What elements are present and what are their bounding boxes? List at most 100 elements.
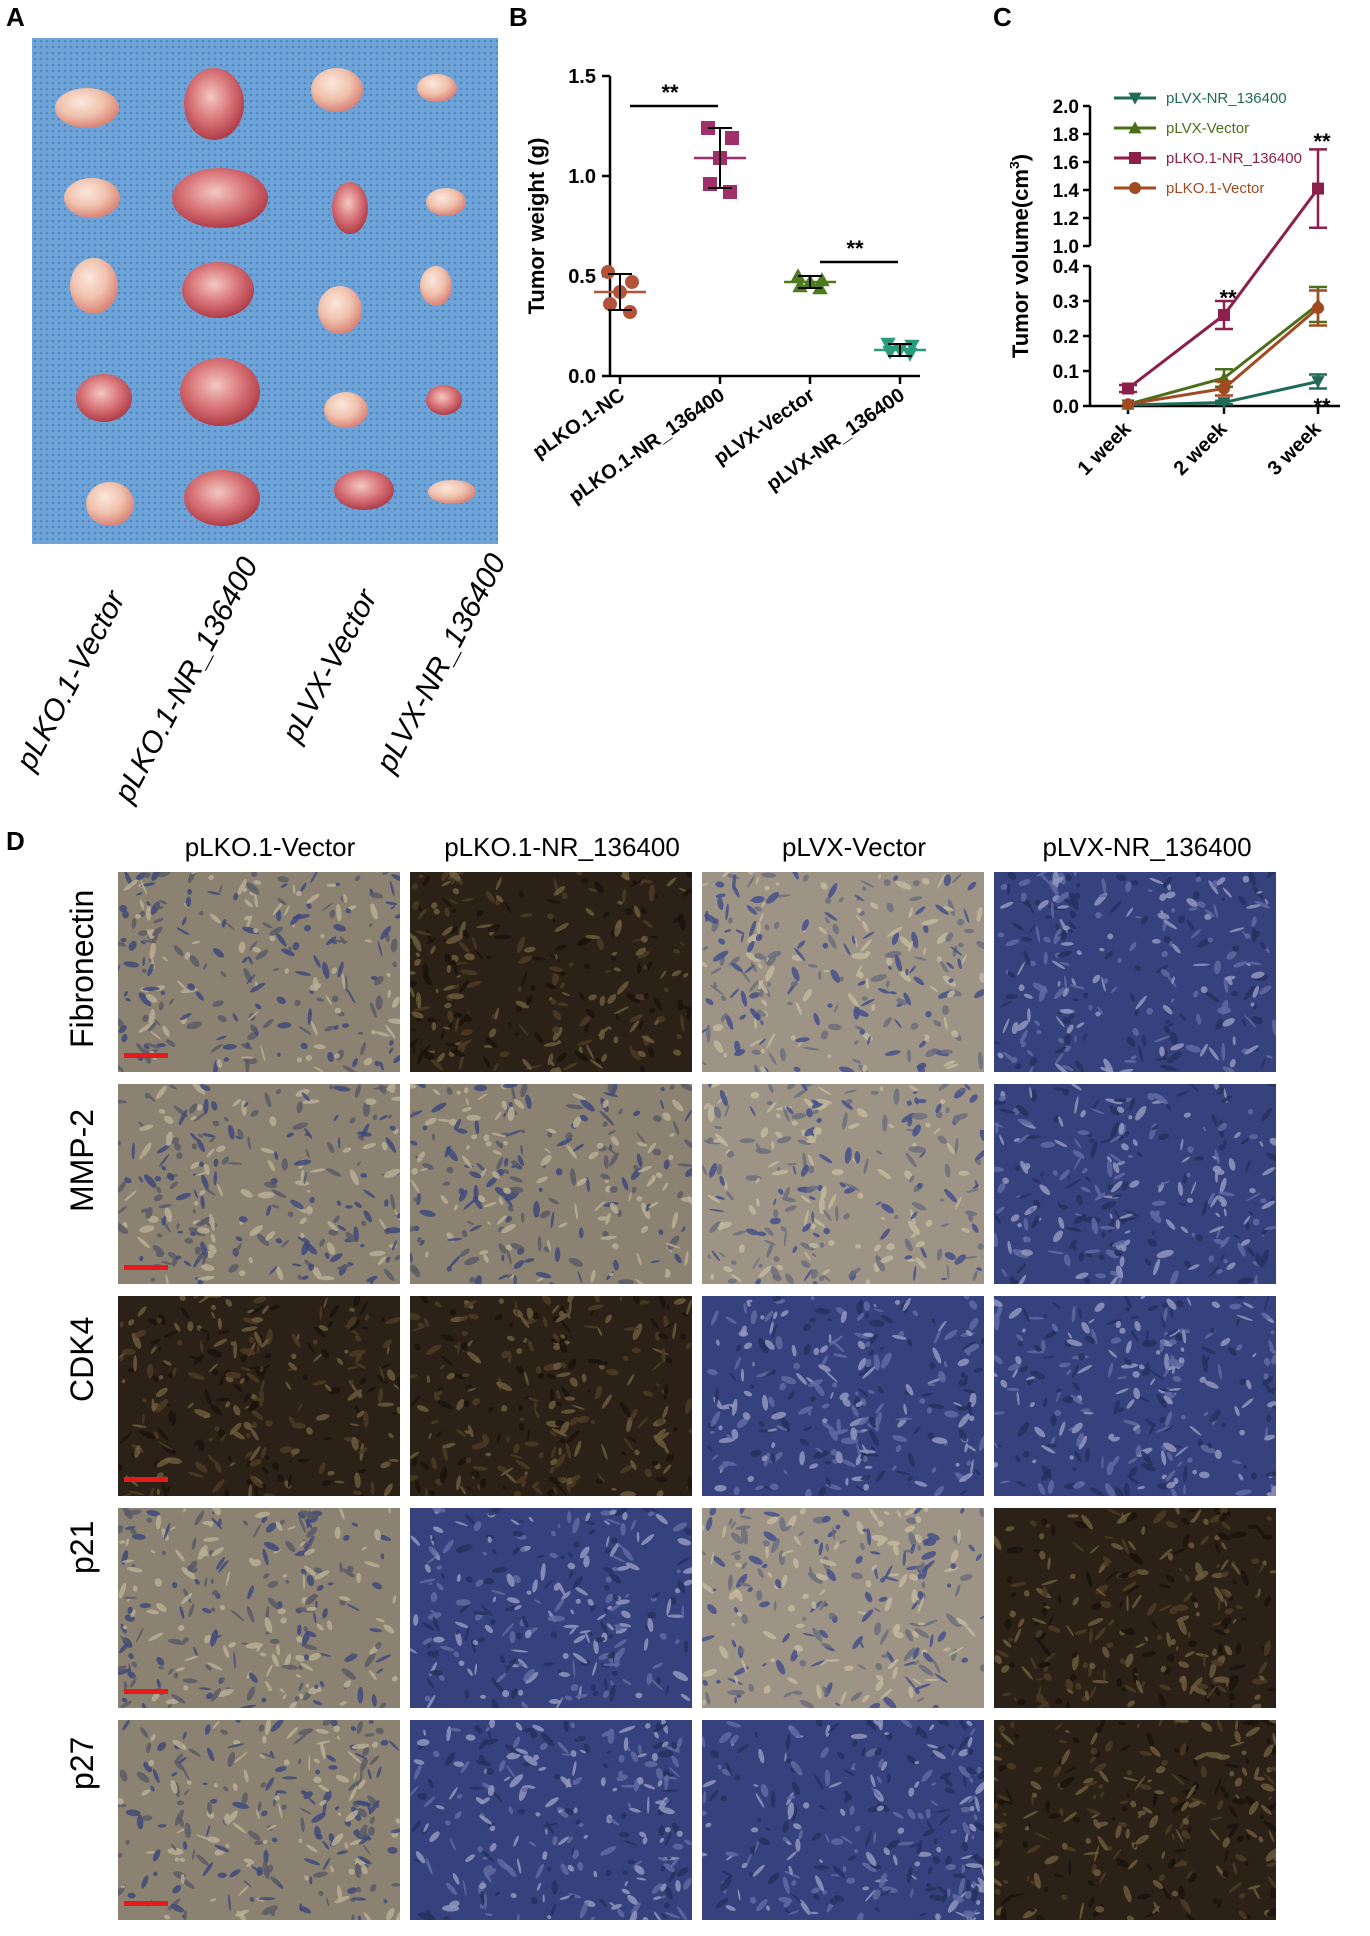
tumor-volume-chart: 1.0 1.2 1.4 1.6 1.8 2.0 0.0 0.1 0.2 0.3 0.4 Tumor v… bbox=[1010, 90, 1340, 480]
x-tick-label: 2 week bbox=[1170, 417, 1233, 480]
data-point bbox=[603, 297, 617, 311]
ihc-image bbox=[702, 1293, 988, 1503]
ihc-texture bbox=[701, 1080, 989, 1288]
legend-marker bbox=[1128, 92, 1142, 105]
significance-label: ** bbox=[1313, 129, 1331, 154]
data-point bbox=[1312, 302, 1324, 314]
group-label-plko-nr: pLKO.1-NR_136400 bbox=[108, 551, 265, 808]
data-point bbox=[1218, 309, 1230, 321]
ihc-col-header-plko-nr: pLKO.1-NR_136400 bbox=[444, 832, 680, 862]
data-point bbox=[1311, 376, 1325, 389]
ihc-texture bbox=[990, 865, 1278, 1078]
ihc-image bbox=[403, 1503, 701, 1716]
scatter-group bbox=[874, 337, 926, 362]
significance-label: ** bbox=[661, 80, 679, 105]
data-point bbox=[623, 305, 637, 319]
scale-bar bbox=[124, 1901, 168, 1906]
data-point bbox=[601, 265, 615, 279]
y-tick-label: 1.2 bbox=[1053, 209, 1079, 230]
data-point bbox=[625, 275, 639, 289]
x-tick-label: 1 week bbox=[1074, 417, 1137, 480]
ihc-image bbox=[698, 1713, 989, 1926]
significance-label: ** bbox=[846, 236, 864, 261]
ihc-texture bbox=[403, 1290, 697, 1504]
data-point bbox=[1122, 382, 1134, 395]
ihc-image bbox=[986, 1293, 1283, 1500]
legend-label: pLKO.1-NR_136400 bbox=[1166, 150, 1302, 167]
ihc-col-header-plko-vector: pLKO.1-Vector bbox=[184, 832, 356, 862]
ihc-image bbox=[991, 1500, 1282, 1714]
group-label-plko-vector: pLKO.1-Vector bbox=[10, 585, 132, 776]
y-tick-label: 0.1 bbox=[1053, 362, 1080, 383]
y-tick-label: 2.0 bbox=[1053, 97, 1079, 118]
y-tick-label: 1.8 bbox=[1053, 125, 1079, 146]
ihc-image bbox=[697, 866, 991, 1078]
ihc-texture bbox=[403, 1503, 701, 1716]
panel-label-a: A bbox=[6, 2, 25, 32]
data-point bbox=[725, 131, 739, 145]
ihc-texture bbox=[698, 1713, 989, 1926]
legend-marker bbox=[1129, 182, 1141, 194]
tumor-photo bbox=[32, 38, 498, 544]
ihc-texture bbox=[404, 1080, 697, 1290]
ihc-texture bbox=[114, 867, 406, 1076]
data-point bbox=[882, 345, 898, 360]
x-tick-label: pLKO.1-NC bbox=[529, 384, 629, 463]
y-tick-label: 1.0 bbox=[1053, 237, 1079, 258]
data-point bbox=[1218, 382, 1230, 395]
y-axis-label: Tumor volume(cm3) bbox=[1010, 154, 1033, 358]
y-tick-label: 1.0 bbox=[568, 166, 596, 188]
ihc-image bbox=[404, 1080, 697, 1290]
series-line bbox=[1119, 148, 1327, 395]
ihc-texture bbox=[111, 1502, 398, 1712]
ihc-image bbox=[701, 1080, 989, 1288]
significance-label: ** bbox=[1219, 286, 1237, 311]
ihc-texture bbox=[109, 1715, 403, 1924]
ihc-texture bbox=[986, 1293, 1283, 1500]
ihc-texture bbox=[988, 1079, 1281, 1290]
ihc-image bbox=[111, 1502, 400, 1712]
data-point bbox=[1312, 182, 1324, 195]
legend: pLVX-NR_136400 pLVX-Vector pLKO.1-NR_13640… bbox=[1114, 90, 1302, 197]
ihc-texture bbox=[989, 1716, 1283, 1925]
ihc-image bbox=[405, 865, 693, 1077]
ihc-texture bbox=[117, 1293, 404, 1502]
group-label-plvx-nr: pLVX-NR_136400 bbox=[370, 548, 513, 778]
ihc-image bbox=[403, 1290, 697, 1504]
ihc-col-header-plvx-vector: pLVX-Vector bbox=[781, 832, 927, 862]
legend-marker bbox=[1128, 121, 1142, 134]
legend-label: pLKO.1-Vector bbox=[1166, 180, 1264, 197]
ihc-row-header-p21: p21 bbox=[64, 1520, 100, 1574]
data-point bbox=[1122, 398, 1134, 411]
ihc-image bbox=[408, 1717, 693, 1928]
ihc-image bbox=[109, 1715, 403, 1924]
series-line bbox=[1122, 289, 1327, 411]
panel-label-c: C bbox=[993, 2, 1012, 32]
ihc-texture bbox=[405, 865, 693, 1077]
y-tick-label: 1.6 bbox=[1053, 153, 1079, 174]
scatter-group bbox=[784, 268, 836, 295]
ihc-col-header-plvx-nr: pLVX-NR_136400 bbox=[1042, 832, 1252, 862]
legend-label: pLVX-NR_136400 bbox=[1166, 90, 1287, 107]
data-point bbox=[1217, 397, 1231, 410]
y-tick-label: 1.4 bbox=[1053, 181, 1080, 202]
ihc-row-header-p27: p27 bbox=[64, 1736, 100, 1790]
ihc-texture bbox=[408, 1717, 693, 1928]
ihc-row-header-cdk4: CDK4 bbox=[64, 1316, 100, 1402]
ihc-texture bbox=[991, 1500, 1282, 1714]
y-tick-label: 1.5 bbox=[568, 66, 596, 88]
ihc-row-header-fibronectin: Fibronectin bbox=[64, 889, 100, 1048]
tumor-specimens bbox=[55, 68, 476, 526]
ihc-image bbox=[698, 1503, 988, 1712]
scatter-group bbox=[694, 121, 746, 199]
legend-label: pLVX-Vector bbox=[1166, 120, 1249, 137]
ihc-texture bbox=[111, 1079, 406, 1291]
ihc-texture bbox=[697, 866, 991, 1078]
y-axis-label: Tumor weight (g) bbox=[524, 138, 549, 315]
ihc-row-header-mmp2: MMP-2 bbox=[64, 1108, 100, 1212]
ihc-texture bbox=[698, 1503, 988, 1712]
y-tick-label: 0.2 bbox=[1053, 327, 1079, 348]
scale-bar bbox=[124, 1265, 168, 1270]
legend-marker bbox=[1129, 152, 1141, 164]
